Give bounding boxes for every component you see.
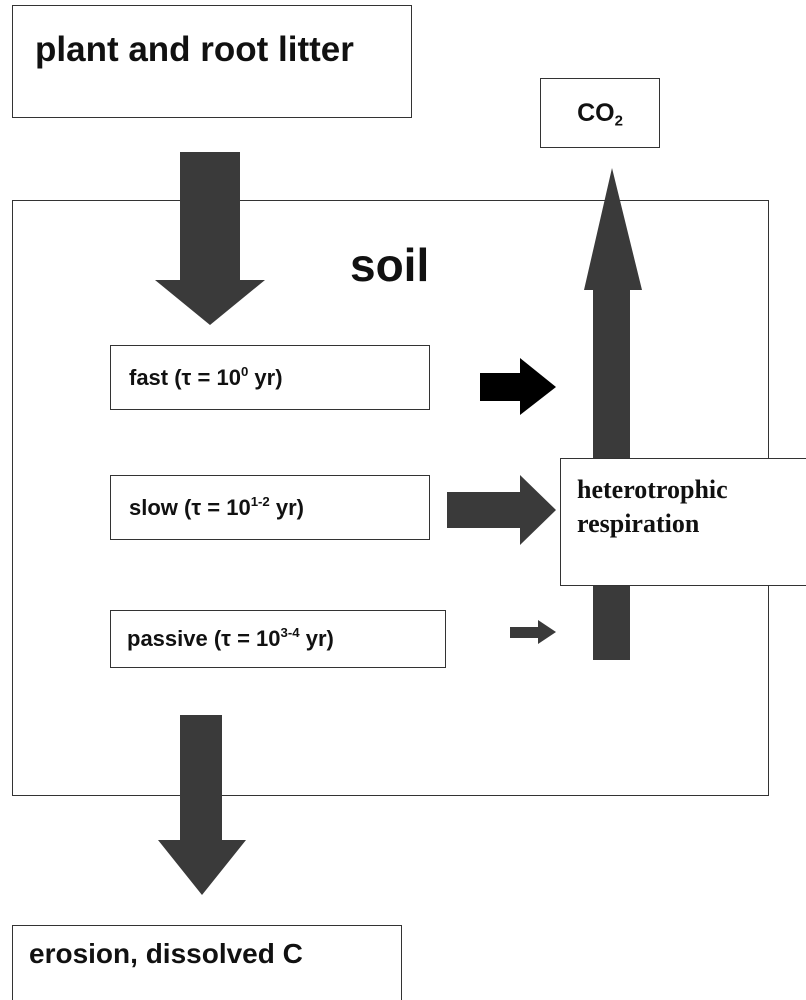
respiration-box: heterotrophic respiration xyxy=(560,458,806,586)
slow-box: slow (τ = 101-2 yr) xyxy=(110,475,430,540)
superscript: 0 xyxy=(240,363,249,379)
arrow-up-co2 xyxy=(584,168,642,660)
superscript: 3-4 xyxy=(280,624,300,640)
label-line: respiration xyxy=(577,509,700,538)
arrow-passive xyxy=(510,620,556,644)
soil-label: soil xyxy=(350,239,430,291)
arrow-slow xyxy=(447,475,556,545)
text: passive (τ = 10 xyxy=(127,626,281,651)
arrow-erosion xyxy=(158,715,246,895)
co2-box: CO2 xyxy=(540,78,660,148)
litter-box: plant and root litter xyxy=(12,5,412,118)
arrow-litter-to-soil xyxy=(155,152,265,325)
passive-box: passive (τ = 103-4 yr) xyxy=(110,610,446,668)
superscript: 1-2 xyxy=(250,493,270,509)
label: fast (τ = 100 yr) xyxy=(129,363,283,391)
subscript: 2 xyxy=(614,112,623,129)
text: slow (τ = 10 xyxy=(129,494,251,520)
fast-box: fast (τ = 100 yr) xyxy=(110,345,430,410)
label: plant and root litter xyxy=(35,30,354,69)
text: CO xyxy=(577,98,615,127)
label: slow (τ = 101-2 yr) xyxy=(129,493,305,521)
text: yr) xyxy=(248,364,283,390)
arrow-fast xyxy=(480,358,556,415)
label: CO2 xyxy=(577,98,623,129)
label: erosion, dissolved C xyxy=(29,938,303,969)
label-line: heterotrophic xyxy=(577,475,728,504)
text: yr) xyxy=(299,626,334,651)
text: yr) xyxy=(269,494,305,520)
text: fast (τ = 10 xyxy=(129,364,241,390)
erosion-box: erosion, dissolved C xyxy=(12,925,402,1000)
label: passive (τ = 103-4 yr) xyxy=(127,626,334,652)
